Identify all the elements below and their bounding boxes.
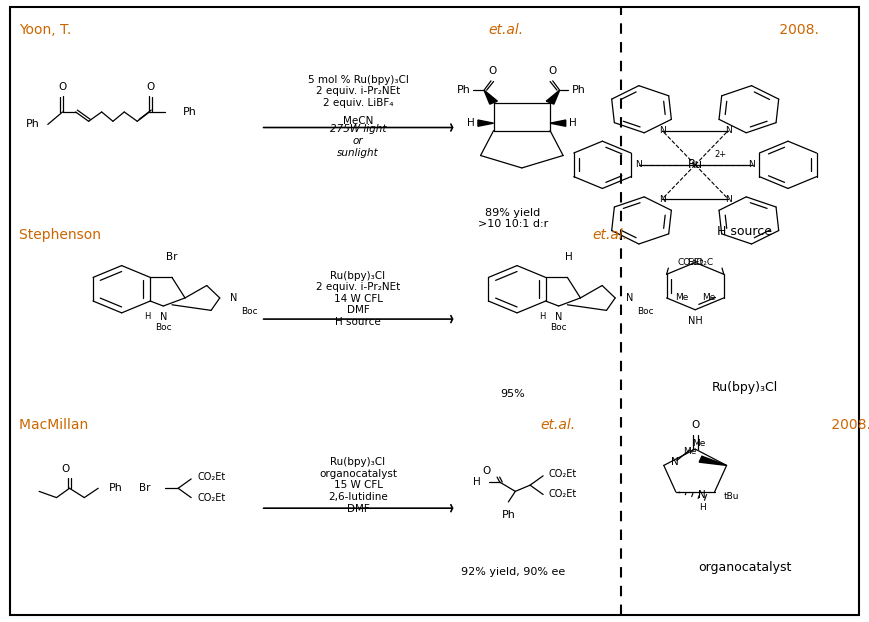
Polygon shape <box>550 120 566 126</box>
Text: Br: Br <box>166 252 178 262</box>
Text: NH: NH <box>688 316 702 326</box>
Text: N: N <box>748 160 755 169</box>
Text: N: N <box>160 312 167 322</box>
Text: O: O <box>61 464 70 474</box>
Polygon shape <box>700 457 726 465</box>
Text: Ru(bpy)₃Cl
2 equiv. i-Pr₂NEt
14 W CFL
DMF
H source: Ru(bpy)₃Cl 2 equiv. i-Pr₂NEt 14 W CFL DM… <box>316 271 400 327</box>
Text: Ru: Ru <box>687 159 703 171</box>
Polygon shape <box>484 90 497 104</box>
Text: Boc: Boc <box>637 307 653 316</box>
Text: CO₂Et: CO₂Et <box>197 472 225 482</box>
Text: O: O <box>691 420 700 430</box>
Text: 89% yield
>10 10:1 d:r: 89% yield >10 10:1 d:r <box>478 208 547 230</box>
Text: N: N <box>725 195 732 203</box>
Text: organocatalyst: organocatalyst <box>698 561 792 574</box>
Text: et.al.: et.al. <box>488 23 523 37</box>
Text: O: O <box>146 82 155 92</box>
Text: Boc: Boc <box>242 307 258 316</box>
Polygon shape <box>547 90 560 104</box>
Text: O: O <box>58 82 67 92</box>
Text: N: N <box>555 312 562 322</box>
Text: H: H <box>565 252 573 262</box>
Text: 2+: 2+ <box>714 150 726 159</box>
Text: et.al.: et.al. <box>541 418 575 432</box>
Text: N: N <box>230 293 237 303</box>
Text: Yoon, T.: Yoon, T. <box>19 23 76 37</box>
Text: H: H <box>473 477 481 487</box>
Text: CO₂Et: CO₂Et <box>677 258 703 267</box>
Text: et.al.: et.al. <box>593 228 627 243</box>
Text: MeCN: MeCN <box>343 116 373 126</box>
Text: Boc: Boc <box>550 323 567 332</box>
Text: O: O <box>482 466 491 476</box>
Text: N: N <box>671 457 679 467</box>
Text: Ph: Ph <box>501 510 515 520</box>
Text: N: N <box>659 126 666 135</box>
Text: CO₂Et: CO₂Et <box>549 490 577 499</box>
Text: EtO₂C: EtO₂C <box>687 258 713 267</box>
Text: Br: Br <box>139 483 150 493</box>
Text: Ph: Ph <box>109 483 123 493</box>
Text: 5 mol % Ru(bpy)₃Cl
2 equiv. i-Pr₂NEt
2 equiv. LiBF₄: 5 mol % Ru(bpy)₃Cl 2 equiv. i-Pr₂NEt 2 e… <box>308 75 408 108</box>
Text: O: O <box>488 66 497 76</box>
Text: 92% yield, 90% ee: 92% yield, 90% ee <box>461 567 565 577</box>
Text: Ph: Ph <box>572 85 586 95</box>
Text: Me: Me <box>675 294 688 302</box>
Text: H: H <box>569 118 577 128</box>
Text: Ru(bpy)₃Cl: Ru(bpy)₃Cl <box>712 381 778 394</box>
Text: O: O <box>548 66 557 76</box>
Text: Boc: Boc <box>155 323 171 332</box>
Text: 2008.: 2008. <box>775 23 819 37</box>
Text: Ru(bpy)₃Cl
organocatalyst
15 W CFL
2,6-lutidine
DMF: Ru(bpy)₃Cl organocatalyst 15 W CFL 2,6-l… <box>319 457 397 514</box>
Text: Me: Me <box>702 294 715 302</box>
Text: CO₂Et: CO₂Et <box>549 469 577 479</box>
Text: N: N <box>635 160 642 169</box>
Text: N: N <box>698 490 706 500</box>
Text: Ph: Ph <box>182 107 196 117</box>
Text: Stephenson: Stephenson <box>19 228 105 243</box>
Text: N: N <box>725 126 732 135</box>
Text: N: N <box>626 293 633 303</box>
Text: H: H <box>700 503 706 512</box>
Text: Ph: Ph <box>26 119 40 129</box>
Text: MacMillan: MacMillan <box>19 418 93 432</box>
Text: 2008.: 2008. <box>827 418 869 432</box>
Polygon shape <box>478 120 494 126</box>
Text: H: H <box>144 312 150 321</box>
Text: Me: Me <box>693 439 706 448</box>
Text: H: H <box>467 118 474 128</box>
Text: H source: H source <box>717 225 773 238</box>
Text: CO₂Et: CO₂Et <box>197 493 225 503</box>
Text: Ph: Ph <box>457 85 471 95</box>
Text: 95%: 95% <box>501 389 525 399</box>
Text: Me: Me <box>683 447 696 456</box>
Text: H: H <box>540 312 546 321</box>
Text: N: N <box>659 195 666 203</box>
Text: tBu: tBu <box>724 493 740 501</box>
Text: 275W light
or
sunlight: 275W light or sunlight <box>329 124 387 157</box>
